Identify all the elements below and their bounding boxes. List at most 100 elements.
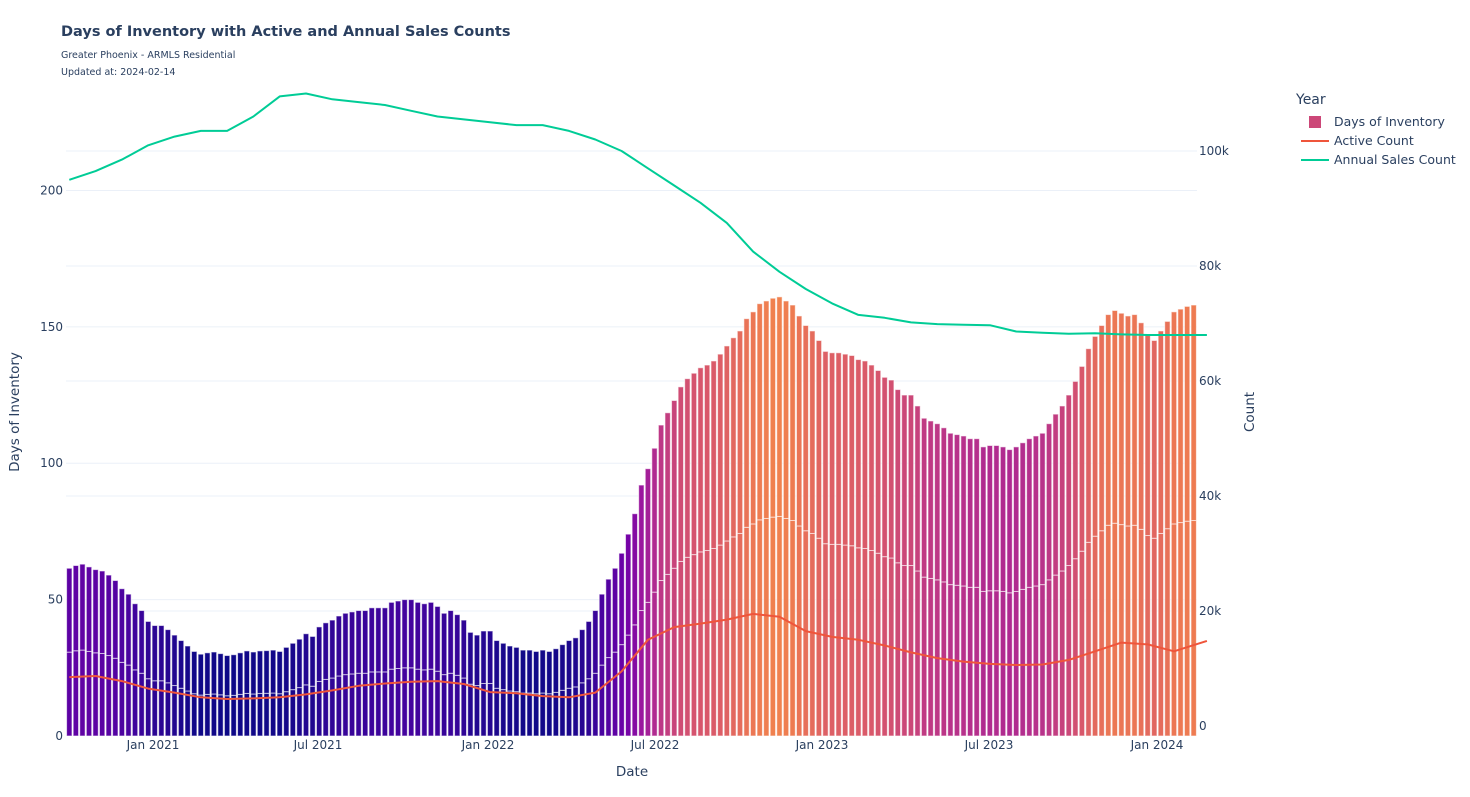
bar xyxy=(217,653,224,737)
bar-segment-lower xyxy=(250,693,257,737)
bar-segment-lower xyxy=(671,567,678,737)
bar xyxy=(980,446,987,737)
bar-segment-lower xyxy=(532,693,540,737)
bar-segment-upper xyxy=(993,445,1000,592)
bar-segment-lower xyxy=(868,550,875,737)
bar-segment-lower xyxy=(519,692,527,737)
bar-segment-lower xyxy=(184,690,191,737)
bar-segment-upper xyxy=(920,417,928,578)
bar-segment-lower xyxy=(572,686,579,737)
x-tick-label: Jan 2024 xyxy=(1130,738,1184,752)
bar xyxy=(690,372,698,737)
bar-segment-upper xyxy=(552,648,560,693)
legend-item-annual-sales-count[interactable]: Annual Sales Count xyxy=(1296,150,1456,169)
bar-segment-lower xyxy=(1052,574,1059,737)
bar xyxy=(1006,449,1013,737)
bar xyxy=(697,367,704,737)
bar-segment-upper xyxy=(651,447,658,593)
bar-segment-upper xyxy=(223,655,231,697)
bar xyxy=(335,615,343,737)
bar-segment-lower xyxy=(98,652,106,737)
bar-segment-lower xyxy=(1085,541,1092,737)
bar-segment-upper xyxy=(1137,322,1145,530)
bar-segment-upper xyxy=(1006,449,1013,594)
bar-segment-upper xyxy=(703,364,711,552)
bar xyxy=(973,438,980,737)
bar xyxy=(730,337,737,737)
bar-segment-upper xyxy=(966,438,974,588)
y-axis-left: 0 50 100 150 200 xyxy=(40,183,63,743)
bar-segment-lower xyxy=(1039,584,1046,737)
bar-segment-lower xyxy=(1177,522,1184,737)
bar-segment-lower xyxy=(302,684,310,737)
bar-segment-upper xyxy=(1098,324,1105,532)
bar-segment-upper xyxy=(408,599,415,669)
bar-segment-upper xyxy=(940,427,948,583)
bar-segment-upper xyxy=(1072,380,1079,560)
bar-segment-upper xyxy=(348,611,356,675)
bar-segment-upper xyxy=(657,424,665,582)
bar-segment-upper xyxy=(480,630,487,684)
bar-segment-upper xyxy=(1157,330,1165,534)
bar-segment-lower xyxy=(414,668,421,737)
bar xyxy=(506,645,514,737)
bar xyxy=(164,629,172,737)
bar xyxy=(1144,334,1151,737)
bar-segment-lower xyxy=(855,547,862,737)
bar xyxy=(986,445,994,737)
bar-segment-upper xyxy=(85,566,93,652)
bar xyxy=(131,603,139,737)
bar-segment-lower xyxy=(934,579,941,737)
bar xyxy=(112,580,119,737)
bar xyxy=(611,567,619,737)
bar-segment-lower xyxy=(638,610,645,737)
bar xyxy=(177,640,185,737)
gridlines xyxy=(66,150,1197,612)
bar-segment-lower xyxy=(835,543,842,737)
bar-segment-upper xyxy=(1091,335,1099,537)
bar xyxy=(381,607,389,737)
legend-line-icon xyxy=(1301,139,1329,142)
bar xyxy=(743,318,750,737)
bar-segment-upper xyxy=(283,646,290,693)
bar xyxy=(309,635,316,737)
bar xyxy=(237,652,244,737)
bar xyxy=(72,565,80,737)
bar-segment-upper xyxy=(763,300,770,519)
bar-segment-upper xyxy=(256,650,264,694)
bar-segment-upper xyxy=(953,434,961,586)
bar xyxy=(1039,432,1046,737)
bar xyxy=(269,649,277,737)
bar xyxy=(480,630,487,737)
bar-segment-upper xyxy=(105,574,112,657)
bar-segment-lower xyxy=(592,672,599,737)
y-tick-label: 50 xyxy=(48,593,63,607)
bar-segment-lower xyxy=(513,691,520,737)
bar-segment-lower xyxy=(546,693,553,737)
bar-segment-upper xyxy=(677,386,685,562)
bar-segment-lower xyxy=(388,668,395,737)
bar-segment-lower xyxy=(756,519,763,737)
bar-segment-upper xyxy=(809,330,816,534)
x-tick-label: Jan 2021 xyxy=(126,738,180,752)
bar-segment-upper xyxy=(723,345,731,542)
legend-label: Active Count xyxy=(1334,133,1414,148)
bar xyxy=(296,638,303,737)
bar xyxy=(539,649,546,737)
bar xyxy=(230,654,237,737)
legend-item-active-count[interactable]: Active Count xyxy=(1296,131,1456,150)
bar-segment-lower xyxy=(138,672,145,737)
bar-segment-upper xyxy=(1111,309,1118,524)
bar-segment-lower xyxy=(980,590,987,737)
bar-segment-upper xyxy=(986,445,994,592)
bar xyxy=(565,640,573,737)
bar xyxy=(1085,348,1092,737)
bar xyxy=(940,427,948,737)
legend-item-days-of-inventory[interactable]: Days of Inventory xyxy=(1296,112,1456,131)
bar xyxy=(749,311,757,737)
bar-segment-lower xyxy=(394,667,402,737)
bar-segment-lower xyxy=(177,687,185,737)
bar-segment-upper xyxy=(973,438,980,588)
bar-segment-upper xyxy=(559,644,566,691)
bar-segment-upper xyxy=(664,412,671,575)
